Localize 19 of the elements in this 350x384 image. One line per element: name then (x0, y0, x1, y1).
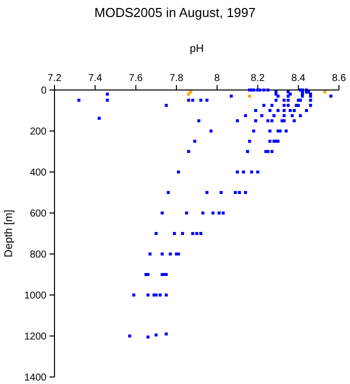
x-tick-label: 7.6 (128, 73, 144, 84)
y-tick-label: 200 (30, 126, 47, 138)
x-tick-label: 8.6 (332, 73, 346, 84)
y-tick-label: 1400 (24, 372, 47, 384)
y-tick-label: 1000 (24, 290, 47, 302)
y-tick-label: 600 (30, 208, 47, 220)
y-axis-title: Depth [m] (3, 210, 15, 258)
x-tick-label: 7.2 (48, 73, 62, 84)
x-tick-label: 7.4 (88, 73, 103, 84)
y-tick-label: 1200 (24, 332, 47, 342)
y-tick-label: 0 (40, 86, 47, 96)
x-tick-label: 8 (214, 73, 220, 84)
x-tick-label: 8.4 (291, 73, 306, 84)
x-tick-label: 8.2 (250, 73, 266, 84)
chart-title: MODS2005 in August, 1997 (94, 5, 256, 20)
y-tick-label: 800 (30, 250, 47, 260)
y-tick-label: 400 (30, 168, 47, 178)
x-axis-title: pH (190, 43, 204, 55)
x-tick-label: 7.8 (169, 73, 184, 84)
